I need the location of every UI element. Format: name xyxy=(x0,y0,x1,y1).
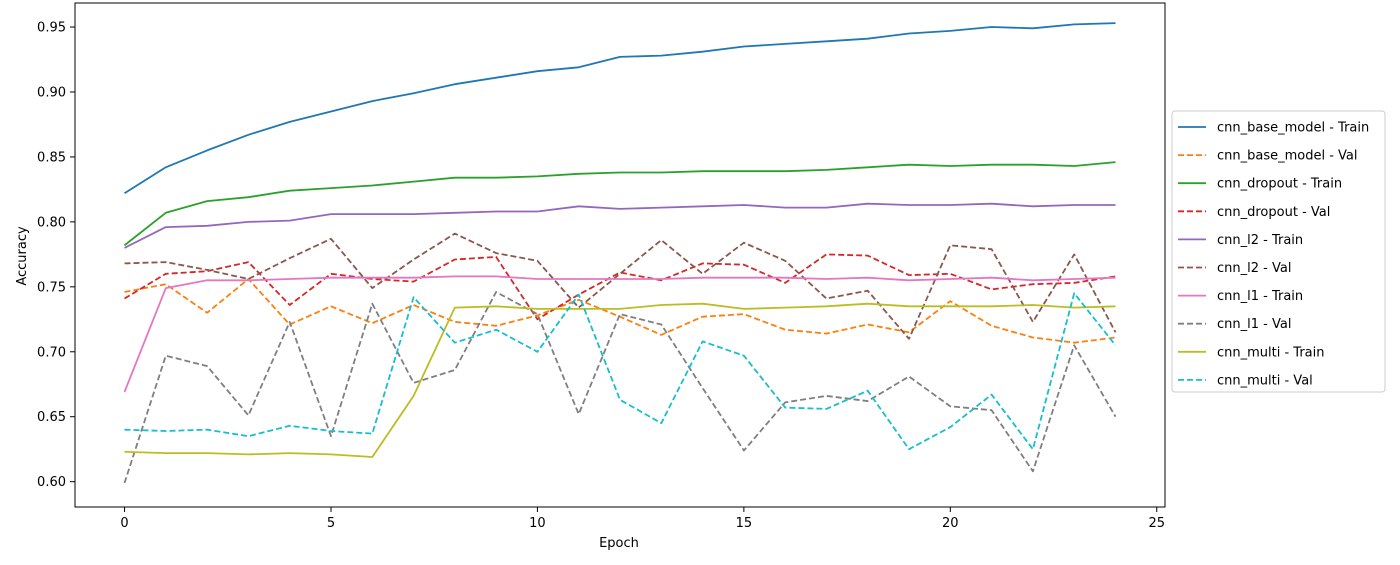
x-tick-label: 15 xyxy=(736,516,753,531)
y-tick-label: 0.75 xyxy=(37,280,66,295)
x-axis-label: Epoch xyxy=(599,536,639,551)
y-tick-label: 0.65 xyxy=(37,410,66,425)
legend-label-2: cnn_dropout - Train xyxy=(1217,177,1342,192)
legend-label-9: cnn_multi - Val xyxy=(1217,373,1313,388)
y-tick-label: 0.60 xyxy=(37,475,66,490)
legend-label-8: cnn_multi - Train xyxy=(1217,345,1325,360)
legend-box xyxy=(1171,110,1386,393)
axes: 0 5 10 15 20 25 0.60 0.65 0.70 0.75 0.80 0.85 0.90 0.… xyxy=(37,2,1166,531)
series-line-8 xyxy=(124,302,1116,458)
x-tick-label: 0 xyxy=(120,516,128,531)
series-line-2 xyxy=(123,161,1116,247)
series-line-7 xyxy=(123,291,1117,484)
series-line-5 xyxy=(124,232,1117,340)
x-tick-label: 5 xyxy=(327,516,335,531)
y-tick-label: 0.70 xyxy=(37,345,66,360)
legend-label-6: cnn_l1 - Train xyxy=(1217,289,1303,304)
legend-label-0: cnn_base_model - Train xyxy=(1217,121,1369,136)
y-tick-label: 0.80 xyxy=(37,215,66,230)
axes-frame xyxy=(74,2,1166,508)
legend-label-3: cnn_dropout - Val xyxy=(1217,205,1330,220)
series-line-4 xyxy=(124,202,1116,249)
legend: cnn_base_model - Train cnn_base_model - V… xyxy=(1171,110,1386,393)
y-axis-label: Accuracy xyxy=(15,226,30,286)
x-tick-label: 25 xyxy=(1148,516,1165,531)
x-tick-label: 20 xyxy=(942,516,959,531)
series-line-6 xyxy=(123,275,1116,393)
plot-area xyxy=(123,22,1117,484)
series-line-3 xyxy=(124,253,1116,321)
x-tick-label: 10 xyxy=(529,516,546,531)
legend-label-4: cnn_l2 - Train xyxy=(1217,233,1303,248)
series-line-0 xyxy=(124,22,1116,195)
legend-label-5: cnn_l2 - Val xyxy=(1217,261,1291,276)
y-tick-label: 0.85 xyxy=(37,150,66,165)
y-tick-label: 0.90 xyxy=(37,85,66,100)
series-line-9 xyxy=(124,292,1117,451)
legend-label-7: cnn_l1 - Val xyxy=(1217,317,1291,332)
y-tick-label: 0.95 xyxy=(37,21,66,36)
legend-label-1: cnn_base_model - Val xyxy=(1217,149,1358,164)
